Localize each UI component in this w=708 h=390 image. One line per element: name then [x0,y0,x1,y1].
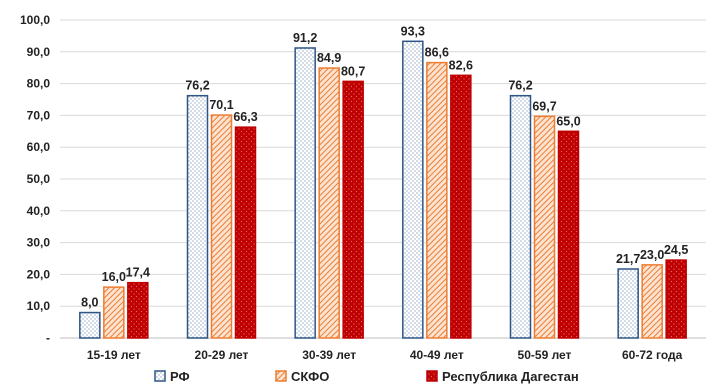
data-label: 76,2 [185,79,209,93]
y-tick-label: 90,0 [27,45,51,59]
bar [210,114,233,339]
data-labels: 8,016,0 17,476,270,166,391,284,980,793,38… [81,24,688,309]
bar [318,67,340,339]
bars [79,40,687,339]
x-category-label: 40-49 лет [410,348,464,362]
bar [402,40,424,339]
data-label: 82,6 [449,58,473,72]
data-label: 86,6 [425,46,449,60]
bar [342,80,364,339]
y-tick-label: 30,0 [27,236,51,250]
y-tick-label: - [46,331,50,345]
x-category-label: 20-29 лет [195,348,249,362]
legend-swatch [426,370,438,382]
bar [617,268,639,339]
data-label: 24,5 [664,243,688,257]
legend-label: РФ [170,369,190,384]
y-tick-label: 10,0 [27,299,51,313]
bar [103,286,125,339]
bar [641,264,663,339]
bar [127,281,149,339]
bar [533,115,556,339]
x-category-label: 30-39 лет [302,348,356,362]
legend-swatch [275,370,287,382]
data-label: 91,2 [293,31,317,45]
legend-swatch [154,370,166,382]
bar [557,130,580,339]
data-label: 66,3 [233,110,257,124]
data-label: 70,1 [209,98,233,112]
data-label: 69,7 [532,99,556,113]
data-label: 80,7 [341,64,365,78]
bar [509,94,532,339]
y-tick-label: 80,0 [27,77,51,91]
bar [294,47,316,339]
bar [79,311,101,339]
data-label: 21,7 [616,252,640,266]
x-category-label: 15-19 лет [87,348,141,362]
x-category-label: 50-59 лет [518,348,572,362]
y-tick-label: 40,0 [27,204,51,218]
x-category-label: 60-72 года [622,348,683,362]
x-axis: 15-19 лет 20-29 лет 30-39 лет 40-49 лет 50-5… [87,348,683,362]
y-tick-label: 20,0 [27,267,51,281]
data-label: 16,0 [102,270,126,284]
legend-label: СКФО [291,369,329,384]
bar [665,259,687,339]
data-label: 17,4 [126,266,150,280]
data-label: 84,9 [317,51,341,65]
data-label: 8,0 [81,296,98,310]
data-label: 65,0 [556,114,580,128]
data-label: 76,2 [508,79,532,93]
bar [234,126,257,339]
legend-label: Республика Дагестан [442,369,579,384]
y-tick-label: 70,0 [27,108,51,122]
data-label: 23,0 [640,248,664,262]
bar [426,61,448,339]
data-label: 93,3 [401,24,425,38]
bar [450,74,472,339]
gridlines [60,19,706,339]
y-axis: - 10,0 20,0 30,0 40,0 50,0 60,0 70,0 80,0 90,0 100… [20,13,50,345]
y-tick-label: 60,0 [27,140,51,154]
legend: РФ СКФО Республика Дагестан [154,369,579,384]
y-tick-label: 50,0 [27,172,51,186]
y-tick-label: 100,0 [20,13,50,27]
bar [186,94,209,339]
